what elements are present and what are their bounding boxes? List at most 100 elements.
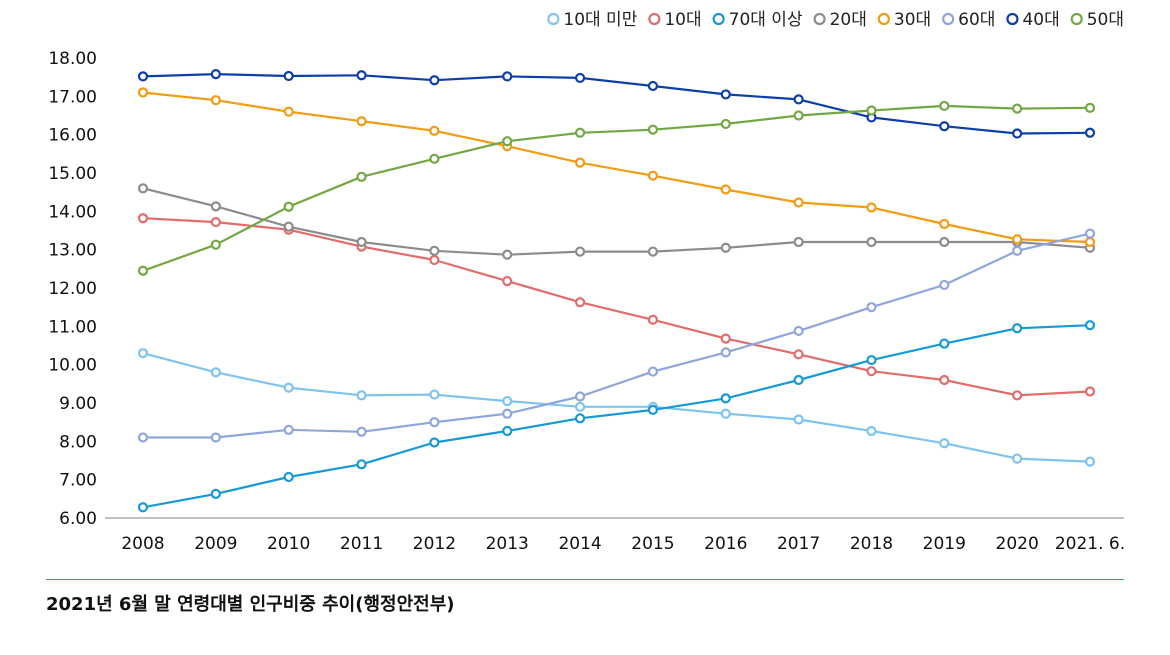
data-point (1012, 245, 1023, 256)
legend-label: 10대 미만 (563, 10, 637, 30)
y-tick-label: 14.00 (48, 202, 97, 222)
data-point (574, 127, 586, 138)
data-point (1084, 456, 1096, 467)
y-axis: 6.00 7.00 8.00 9.00 10.00 11.00 12.00 13.00 14.0… (48, 49, 97, 529)
data-point (1012, 453, 1023, 464)
series-line (142, 324, 1091, 509)
data-point (793, 374, 804, 386)
legend-marker (813, 12, 826, 26)
data-point (210, 488, 221, 499)
data-point (939, 218, 950, 230)
data-point (356, 116, 367, 127)
legend-item: 40대 (1006, 10, 1060, 30)
line-chart: 6.00 7.00 8.00 9.00 10.00 11.00 12.00 13.00 14.0… (48, 10, 1125, 554)
caption-divider (46, 579, 1124, 580)
data-point (574, 413, 586, 424)
y-tick-label: 6.00 (59, 509, 97, 529)
legend-label: 70대 이상 (729, 10, 803, 30)
y-tick-label: 11.00 (48, 317, 97, 337)
data-point (137, 87, 149, 98)
series-line (142, 72, 1091, 135)
data-point (793, 349, 804, 360)
legend-item: 10대 미만 (547, 10, 638, 30)
data-point (429, 125, 440, 136)
data-point (647, 124, 659, 135)
data-point (283, 382, 294, 393)
data-point (502, 276, 513, 287)
series (137, 348, 1096, 467)
data-point (356, 70, 367, 81)
y-tick-label: 18.00 (48, 49, 97, 69)
data-point (137, 71, 149, 82)
y-tick-label: 13.00 (48, 241, 97, 261)
data-point (283, 471, 294, 483)
data-point (137, 265, 149, 276)
x-tick-label: 2016 (704, 534, 747, 554)
data-point (210, 367, 221, 378)
data-point (1084, 228, 1096, 239)
data-point (429, 389, 440, 400)
y-tick-label: 10.00 (48, 356, 97, 376)
data-point (720, 333, 731, 344)
series (137, 87, 1096, 248)
legend-item: 60대 (942, 10, 995, 30)
series-line (142, 352, 1091, 463)
data-point (137, 183, 149, 194)
data-point (720, 393, 731, 404)
data-point (429, 437, 440, 448)
y-tick-label: 7.00 (59, 471, 97, 491)
data-point (137, 502, 149, 513)
data-point (210, 239, 221, 250)
data-point (356, 390, 367, 401)
y-tick-label: 9.00 (59, 394, 97, 414)
data-point (720, 347, 731, 358)
data-point (429, 153, 440, 164)
data-point (502, 395, 513, 407)
legend-marker (877, 12, 890, 26)
legend-label: 50대 (1087, 10, 1124, 30)
data-point (866, 366, 877, 377)
x-tick-label: 2021. 6. (1055, 534, 1125, 554)
x-axis: 2008 2009 2010 2011 2012 2013 2014 2015 2016 2017… (105, 517, 1125, 554)
data-point (1012, 128, 1023, 139)
data-point (137, 213, 149, 224)
data-point (429, 75, 440, 86)
legend-item: 50대 (1070, 10, 1124, 30)
data-point (939, 100, 950, 112)
series-layer (137, 68, 1096, 513)
legend-marker (1070, 12, 1083, 26)
data-point (793, 325, 804, 337)
chart-caption: 2021년 6월 말 연령대별 인구비중 추이(행정안전부) (46, 594, 455, 615)
x-tick-label: 2009 (194, 534, 237, 554)
x-tick-label: 2011 (340, 534, 383, 554)
data-point (720, 118, 731, 130)
x-tick-label: 2014 (558, 534, 601, 554)
data-point (283, 221, 294, 232)
legend-item: 30대 (877, 10, 931, 30)
series-line (142, 104, 1091, 272)
data-point (356, 426, 367, 437)
data-point (137, 348, 149, 359)
data-point (866, 302, 877, 313)
data-point (866, 354, 877, 366)
y-tick-label: 16.00 (48, 126, 97, 146)
data-point (502, 71, 513, 82)
x-tick-label: 2020 (996, 534, 1039, 554)
data-point (1012, 103, 1023, 114)
data-point (502, 425, 513, 437)
data-point (720, 89, 731, 100)
data-point (429, 254, 440, 266)
legend-label: 60대 (958, 10, 995, 30)
data-point (210, 95, 221, 106)
x-tick-label: 2010 (267, 534, 310, 554)
data-point (356, 459, 367, 470)
data-point (502, 408, 513, 419)
x-tick-label: 2018 (850, 534, 893, 554)
data-point (866, 202, 877, 213)
data-point (1012, 234, 1023, 245)
data-point (866, 425, 877, 437)
x-tick-label: 2017 (777, 534, 820, 554)
y-tick-label: 8.00 (59, 432, 97, 452)
data-point (574, 297, 586, 308)
data-point (866, 105, 877, 116)
